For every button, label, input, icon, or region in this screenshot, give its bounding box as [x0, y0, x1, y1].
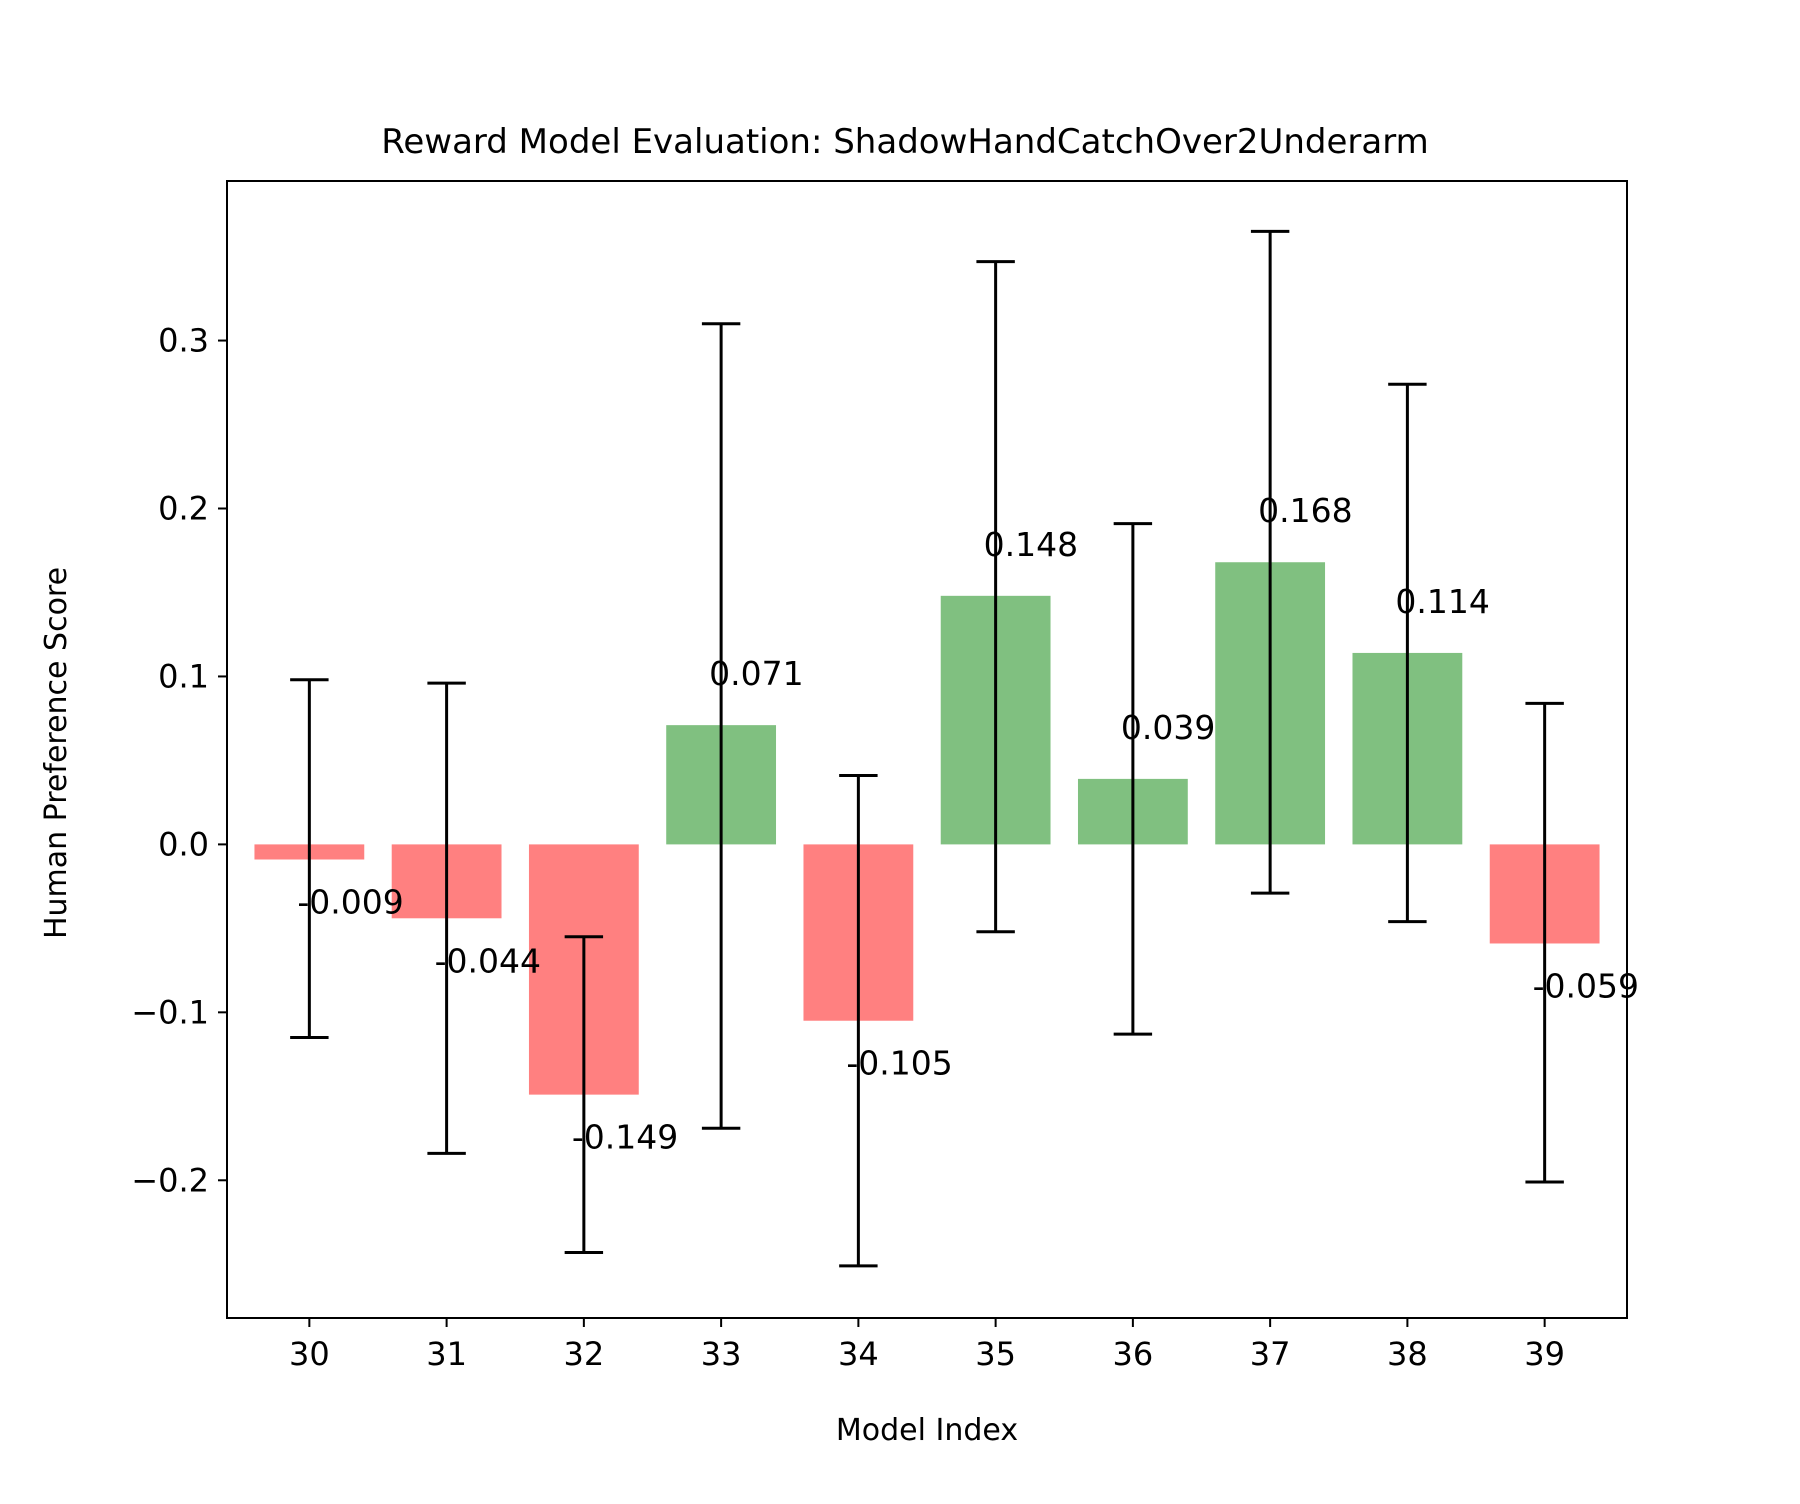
- value-label-37: 0.168: [1258, 491, 1352, 530]
- y-axis-label: Human Preference Score: [39, 567, 74, 939]
- y-tick-label: 0.1: [158, 657, 209, 695]
- value-label-36: 0.039: [1121, 708, 1215, 747]
- plot-frame: [226, 180, 1628, 1319]
- error-bar-36: [1113, 522, 1153, 1036]
- y-tick-label: 0.3: [158, 322, 209, 360]
- x-tick-label-36: 36: [1113, 1335, 1154, 1373]
- error-bar-30: [290, 678, 329, 1040]
- value-label-38: 0.114: [1395, 582, 1489, 621]
- x-tick-label-33: 33: [701, 1335, 742, 1373]
- x-tick-label-32: 32: [564, 1335, 605, 1373]
- error-bar-32: [564, 935, 604, 1255]
- value-label-32: -0.149: [572, 1118, 678, 1157]
- y-tick-label: 0.2: [158, 489, 209, 527]
- value-label-34: -0.105: [846, 1044, 952, 1083]
- error-bar-34: [839, 774, 878, 1268]
- value-label-30: -0.009: [297, 883, 403, 922]
- x-tick-label-30: 30: [289, 1335, 330, 1373]
- x-tick-label-31: 31: [426, 1335, 467, 1373]
- error-bar-35: [976, 260, 1015, 934]
- axes-layer: 30 31 32 33 34 35 36 37 38 39 −0.2 −0.1 0.0 0.1 0.2 0.3: [131, 322, 1565, 1373]
- chart-title: Reward Model Evaluation: ShadowHandCatch…: [381, 122, 1428, 162]
- value-labels-layer: -0.009 -0.044 -0.149 0.071 -0.105 0.148 0.039 0…: [297, 491, 1639, 1156]
- x-tick-label-39: 39: [1524, 1335, 1565, 1373]
- error-bar-31: [427, 681, 466, 1155]
- x-tick-label-38: 38: [1387, 1335, 1428, 1373]
- error-bar-37: [1250, 229, 1290, 895]
- error-bar-39: [1525, 701, 1564, 1184]
- error-bar-38: [1388, 382, 1427, 924]
- x-tick-label-37: 37: [1250, 1335, 1291, 1373]
- error-bars-layer: [290, 229, 1564, 1268]
- value-label-35: 0.148: [984, 525, 1078, 564]
- value-label-31: -0.044: [435, 941, 541, 980]
- y-tick-label: −0.1: [131, 993, 209, 1031]
- value-label-33: 0.071: [709, 654, 803, 693]
- y-tick-label: 0.0: [158, 825, 209, 863]
- x-tick-label-35: 35: [975, 1335, 1016, 1373]
- x-axis-label: Model Index: [836, 1413, 1018, 1448]
- y-tick-label: −0.2: [131, 1161, 209, 1199]
- value-label-39: -0.059: [1533, 966, 1639, 1005]
- error-bar-33: [701, 322, 741, 1130]
- x-tick-label-34: 34: [838, 1335, 879, 1373]
